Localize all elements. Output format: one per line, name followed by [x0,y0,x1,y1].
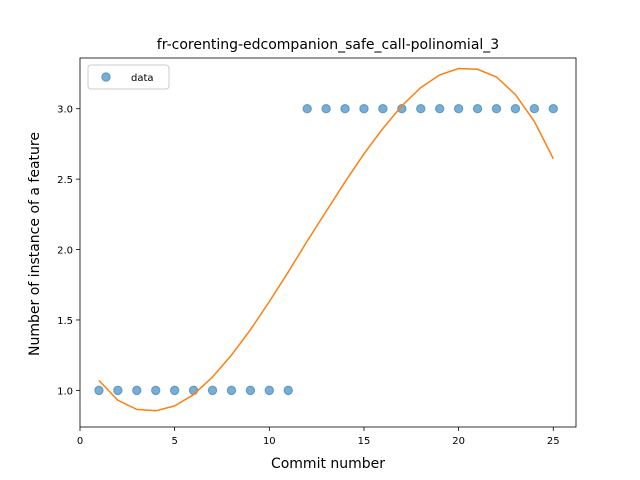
data-point [189,386,197,394]
legend-box [88,65,169,89]
x-tick-label: 20 [452,436,465,447]
data-point [322,105,330,113]
data-point [360,105,368,113]
data-point [511,105,519,113]
y-tick-label: 2.5 [57,175,73,186]
legend: data [88,65,169,89]
y-axis-label: Number of instance of a feature [27,132,43,356]
y-tick-label: 2.0 [57,246,73,257]
chart-title: fr-corenting-edcompanion_safe_call-polin… [157,37,499,53]
data-point [492,105,500,113]
y-tick-label: 1.0 [57,386,73,397]
data-point [246,386,254,394]
data-point [152,386,160,394]
data-point [227,386,235,394]
data-point [95,386,103,394]
x-tick-label: 10 [263,436,276,447]
x-tick-label: 5 [171,436,177,447]
x-tick-label: 25 [547,436,560,447]
data-point [435,105,443,113]
data-point [170,386,178,394]
y-tick-label: 3.0 [57,105,73,116]
data-point [284,386,292,394]
x-tick-label: 15 [358,436,371,447]
data-point [379,105,387,113]
data-point [265,386,273,394]
y-tick-label: 1.5 [57,316,73,327]
data-point [341,105,349,113]
x-axis-label: Commit number [271,456,385,472]
legend-marker [102,73,110,81]
data-point [114,386,122,394]
x-tick-label: 0 [77,436,83,447]
data-point [454,105,462,113]
legend-label: data [131,73,154,84]
data-point [530,105,538,113]
data-point [473,105,481,113]
data-point [417,105,425,113]
data-point [133,386,141,394]
data-point [303,105,311,113]
data-point [208,386,216,394]
data-point [549,105,557,113]
